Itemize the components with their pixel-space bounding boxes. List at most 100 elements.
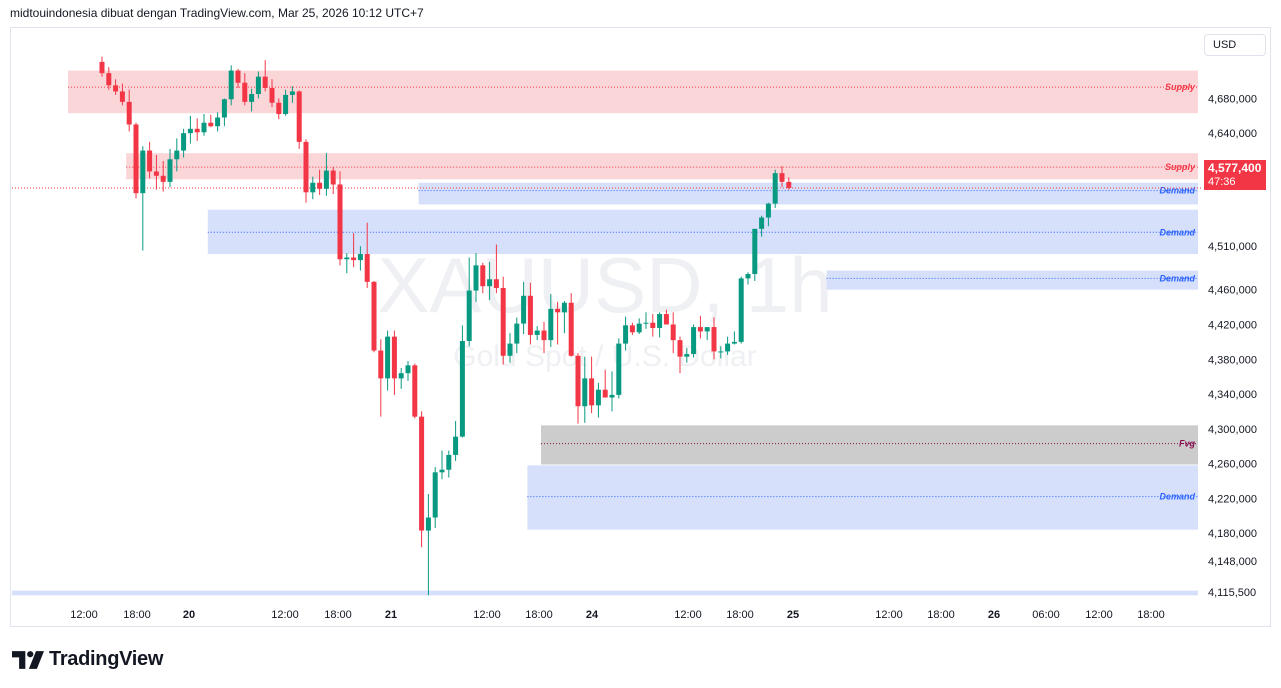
candle-body (174, 150, 180, 160)
candles-layer (99, 56, 792, 596)
candle-body (616, 343, 622, 395)
candle-body (636, 323, 642, 333)
candle-body (541, 330, 547, 341)
candle-body (391, 336, 397, 379)
candle (194, 118, 200, 141)
candle-body (514, 323, 520, 344)
candle-body (725, 343, 731, 352)
candle (772, 169, 778, 208)
candle-body (153, 171, 159, 176)
candle-body (691, 327, 697, 355)
candle (106, 67, 112, 90)
candle (317, 169, 323, 195)
candle (629, 322, 635, 335)
candle (215, 112, 221, 132)
candle-body (269, 87, 275, 103)
candle (616, 338, 622, 399)
zones-layer: Supply Supply Demand Demand Demand Fvg Demand (12, 70, 1202, 596)
candle (364, 222, 370, 288)
candle (663, 309, 669, 325)
candle (439, 450, 445, 480)
zone-demand (12, 590, 1198, 596)
candle (351, 233, 357, 268)
candle (786, 177, 792, 190)
price-tick-label: 4,340,000 (1208, 389, 1257, 401)
candle (344, 253, 350, 274)
time-axis[interactable]: 12:00 18:00 20 12:00 18:00 21 12:00 18:00 24 12:0… (70, 609, 1165, 621)
candle (541, 321, 547, 354)
candle (534, 326, 540, 341)
candle-body (242, 82, 248, 102)
candle-body (208, 122, 214, 127)
watermark-subtitle: Gold Spot / U.S. Dollar (453, 340, 756, 373)
price-tick-label: 4,115,500 (1208, 587, 1256, 599)
candle-body (521, 295, 527, 324)
tradingview-brand[interactable]: TradingView (12, 648, 163, 671)
candle (697, 315, 703, 339)
candle-body (718, 351, 724, 353)
candle (650, 314, 656, 337)
candle-body (779, 173, 785, 182)
candle (113, 79, 119, 95)
candle (691, 324, 697, 358)
candle (602, 369, 608, 398)
zone-demand (527, 465, 1198, 530)
candle-body (602, 389, 608, 398)
candle (201, 114, 207, 136)
time-tick-label: 25 (787, 609, 799, 621)
candle-body (276, 102, 282, 115)
candle-body (493, 279, 499, 288)
bar-countdown: 47:36 (1208, 176, 1236, 188)
chart-frame[interactable] (10, 27, 1271, 627)
candle-body (385, 336, 391, 379)
candle (269, 79, 275, 108)
last-price-label: 4,577,400 47:36 (1204, 160, 1266, 190)
candle (561, 301, 567, 334)
candle (582, 356, 588, 423)
candle (357, 246, 363, 271)
time-tick-label: 18:00 (324, 609, 352, 621)
candle (453, 421, 459, 461)
candle (235, 68, 241, 88)
currency-selector[interactable]: USD (1204, 34, 1266, 56)
candle (289, 86, 295, 103)
candle-body (235, 70, 241, 83)
candle-body (507, 343, 513, 356)
candle-body (187, 128, 193, 134)
candle (262, 60, 268, 92)
candle-body (548, 308, 554, 341)
price-tick-label: 4,640,000 (1208, 128, 1257, 140)
candle (371, 281, 377, 353)
candle (738, 276, 744, 344)
candle-body (371, 281, 377, 351)
time-tick-label: 12:00 (473, 609, 501, 621)
candle-body (663, 314, 669, 325)
candle-body (201, 122, 207, 133)
candle-body (351, 257, 357, 261)
candle-body (650, 322, 656, 328)
candle-body (330, 170, 336, 185)
candle (745, 272, 751, 285)
candle (636, 318, 642, 335)
time-tick-label: 26 (988, 609, 1000, 621)
time-tick-label: 12:00 (674, 609, 702, 621)
candle (276, 98, 282, 120)
candle-body (419, 416, 425, 531)
zone-label-fvg: Fvg (1179, 439, 1196, 449)
candle (589, 356, 595, 414)
candle (147, 141, 153, 179)
candle (500, 276, 506, 365)
candle (677, 336, 683, 374)
candle (140, 146, 146, 251)
candle-body (629, 325, 635, 333)
candle-body (772, 173, 778, 204)
candle (242, 73, 248, 106)
price-tick-label: 4,510,000 (1208, 241, 1257, 253)
candle-body (283, 94, 289, 115)
price-tick-label: 4,148,000 (1208, 556, 1257, 568)
candle (153, 154, 159, 190)
candle-body (432, 472, 438, 518)
candle-body (215, 117, 221, 127)
candle-body (147, 150, 153, 172)
